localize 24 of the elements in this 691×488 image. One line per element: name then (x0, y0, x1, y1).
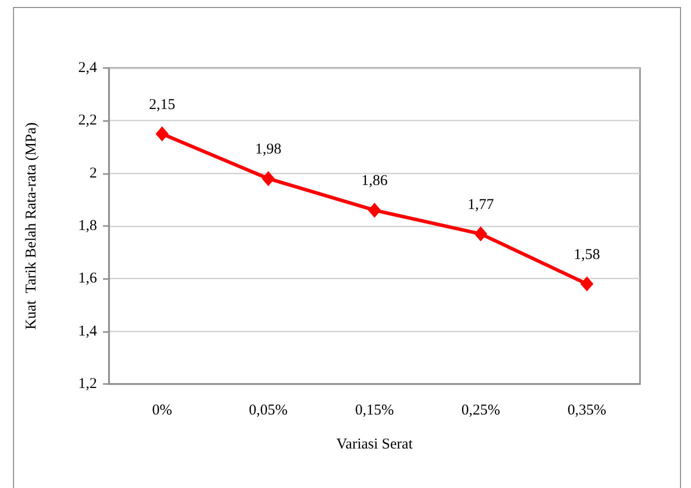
y-tick-label: 2,4 (78, 60, 98, 76)
x-tick-label: 0,05% (248, 402, 288, 418)
x-tick-label: 0,15% (355, 402, 394, 418)
y-axis-title: Kuat Tarik Belah Rata-rata (MPa) (24, 122, 40, 330)
y-tick-label: 1,6 (78, 270, 98, 287)
x-tick-label: 0,35% (568, 402, 606, 418)
point (474, 226, 488, 242)
x-tick-label: 0% (152, 402, 172, 418)
data-label: 1,77 (468, 196, 494, 213)
y-tick-label: 1,8 (78, 218, 97, 234)
x-axis-title: Variasi Serat (336, 436, 414, 452)
y-tick-label: 1,2 (78, 376, 97, 392)
point (368, 202, 381, 218)
point (580, 276, 594, 292)
data-label: 1,58 (574, 246, 600, 263)
point (262, 171, 275, 186)
x-tick-label: 0,25% (461, 402, 500, 418)
y-tick-label: 2 (90, 165, 97, 182)
data-label: 1,86 (361, 173, 388, 190)
y-tick-label: 1,4 (78, 323, 98, 340)
data-label: 1,98 (255, 142, 282, 158)
y-tick-label: 2,2 (78, 112, 97, 129)
point (156, 126, 169, 142)
data-label: 2,15 (148, 96, 176, 113)
